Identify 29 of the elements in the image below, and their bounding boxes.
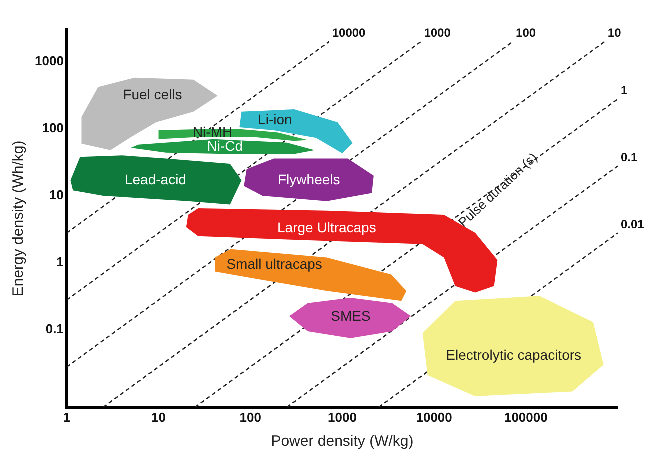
y-tick-label: 0.1: [46, 322, 64, 337]
series-label: 10000: [332, 26, 366, 40]
x-tick-label: 100: [240, 410, 262, 425]
series-label: Lead-acid: [124, 172, 186, 188]
y-tick-label: 10: [49, 188, 64, 203]
series-label: 1: [621, 84, 628, 98]
y-tick-label: 1: [56, 254, 64, 270]
x-tick-label: 1000: [328, 410, 357, 425]
x-tick-label: 10000: [416, 410, 452, 425]
series-label: Fuel cells: [123, 86, 182, 103]
series-label: Small ultracaps: [226, 256, 322, 272]
series-label: 0.1: [621, 150, 638, 165]
x-axis-title: Power density (W/kg): [271, 433, 414, 450]
x-tick-label: 100000: [504, 410, 548, 425]
y-axis-title: Energy density (Wh/kg): [10, 140, 28, 297]
series-label: Flywheels: [278, 172, 340, 188]
series-label: Electrolytic capacitors: [446, 347, 582, 364]
series-label: Ni-MH: [192, 124, 233, 140]
y-tick-label: 100: [42, 120, 64, 136]
y-tick-label: 1000: [35, 54, 64, 69]
x-tick-label: 10: [152, 410, 166, 425]
series-label: 10: [608, 26, 622, 40]
series-label: SMES: [331, 308, 371, 324]
series-label: Li-ion: [258, 111, 292, 128]
series-label: Ni-Cd: [207, 138, 244, 154]
series-label: 100: [516, 26, 536, 40]
series-label: 1000: [424, 26, 452, 40]
series-label: Large Ultracaps: [278, 219, 376, 236]
series-label: 0.01: [621, 218, 645, 232]
